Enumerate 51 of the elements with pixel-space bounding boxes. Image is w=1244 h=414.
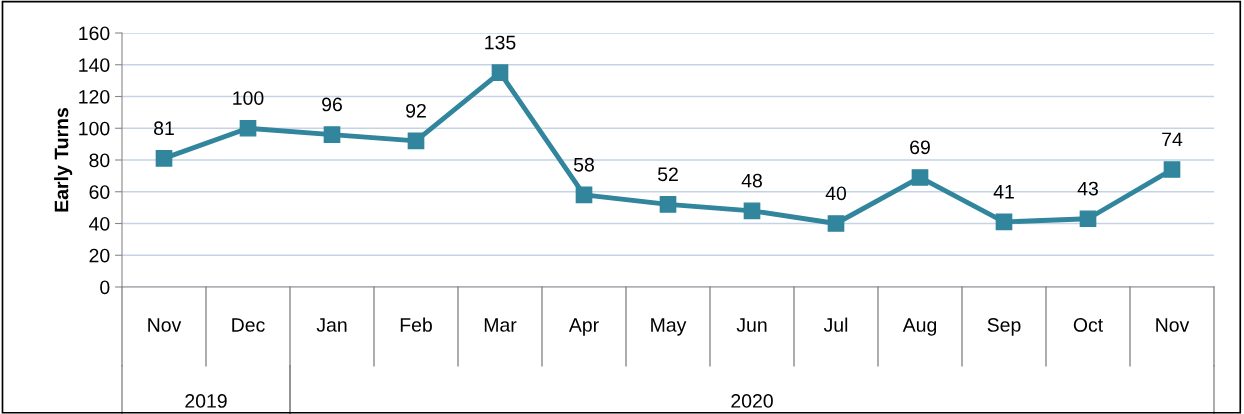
point bbox=[659, 196, 677, 213]
y-tick-label: 60 bbox=[89, 185, 110, 199]
y-tick-label: 160 bbox=[79, 26, 110, 41]
text: 2019 bbox=[185, 394, 227, 408]
point bbox=[155, 150, 173, 167]
point bbox=[827, 215, 845, 232]
x-tick-label: May bbox=[651, 318, 687, 336]
point bbox=[911, 169, 929, 186]
data-label: 40 bbox=[825, 186, 847, 201]
point bbox=[323, 126, 341, 143]
point bbox=[1079, 210, 1097, 228]
point bbox=[1163, 161, 1181, 178]
data-label: 100 bbox=[233, 91, 264, 105]
point bbox=[575, 186, 593, 204]
data-label: 41 bbox=[993, 185, 1014, 199]
data-label: 81 bbox=[154, 121, 174, 136]
x-tick-label: Jan bbox=[316, 318, 347, 332]
x-tick-label: Jun bbox=[736, 318, 767, 332]
x-tick-label: Apr bbox=[568, 318, 599, 336]
x-tick-label: Dec bbox=[232, 318, 265, 332]
data-label: 74 bbox=[1162, 132, 1183, 147]
x-tick-label: Feb bbox=[400, 317, 432, 332]
data-label: 96 bbox=[322, 97, 342, 112]
data-label: 92 bbox=[406, 103, 426, 118]
y-tick-label: 120 bbox=[79, 89, 110, 104]
point bbox=[491, 64, 509, 82]
x-tick-label: Aug bbox=[902, 318, 937, 336]
y-tick-label: 80 bbox=[89, 153, 110, 168]
y-tick-label: 0 bbox=[100, 280, 110, 295]
y-axis-title: Early Turns bbox=[54, 108, 73, 212]
y-tick-label: 20 bbox=[89, 248, 110, 263]
point bbox=[995, 213, 1013, 231]
data-label: 43 bbox=[1077, 181, 1098, 196]
x-tick-label: Nov bbox=[1156, 318, 1190, 332]
x-tick-label: Sep bbox=[987, 318, 1021, 336]
data-label: 52 bbox=[657, 167, 678, 182]
data-label: 48 bbox=[741, 173, 762, 188]
data-label: 69 bbox=[910, 140, 930, 155]
x-tick-label: Mar bbox=[484, 318, 517, 332]
point bbox=[239, 119, 257, 137]
point bbox=[407, 132, 425, 150]
x-tick-label: Oct bbox=[1073, 318, 1103, 332]
y-tick-label: 40 bbox=[89, 216, 110, 231]
data-label: 58 bbox=[573, 157, 594, 172]
text: 2020 bbox=[731, 394, 773, 408]
y-tick-label: 100 bbox=[79, 121, 110, 136]
x-tick-label: Nov bbox=[148, 318, 182, 332]
y-tick-label: 140 bbox=[79, 58, 110, 72]
x-tick-label: Jul bbox=[823, 317, 848, 332]
data-label: 135 bbox=[485, 35, 516, 50]
point bbox=[743, 202, 761, 220]
